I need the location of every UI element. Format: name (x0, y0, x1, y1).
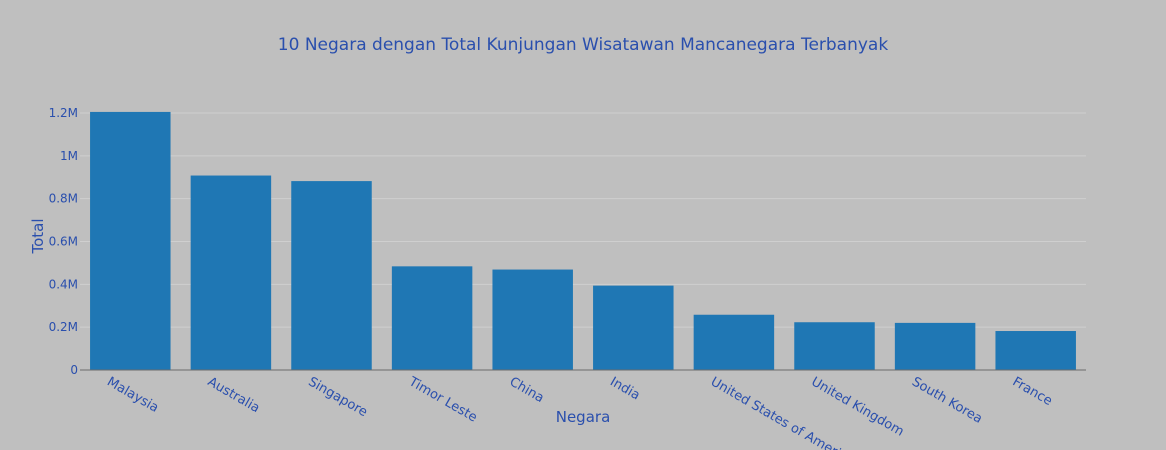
x-tick-label: France (1010, 374, 1055, 409)
x-tick-label: India (607, 374, 642, 403)
x-tick-label: China (507, 374, 547, 406)
bar (894, 322, 976, 370)
y-tick-label: 1M (60, 149, 78, 163)
x-tick-label: Malaysia (104, 374, 161, 415)
bar (391, 266, 473, 370)
y-axis-ticks: 0 0.2M 0.4M 0.6M 0.8M 1M 1.2M (49, 106, 78, 377)
bar (291, 181, 372, 370)
chart-title: 10 Negara dengan Total Kunjungan Wisataw… (278, 35, 889, 55)
y-tick-label: 0.6M (49, 234, 78, 248)
x-tick-label: Timor Leste (405, 374, 479, 426)
bar (190, 175, 272, 370)
bar (693, 314, 775, 370)
x-axis-label: Negara (556, 408, 611, 426)
x-tick-label: Australia (205, 374, 262, 416)
y-tick-label: 0 (70, 363, 78, 377)
bars (90, 111, 1076, 370)
x-tick-label: South Korea (909, 374, 985, 426)
x-tick-label: Singapore (306, 374, 370, 420)
bar (593, 285, 674, 370)
y-tick-label: 0.2M (49, 320, 78, 334)
y-tick-label: 1.2M (49, 106, 78, 120)
bar (492, 269, 573, 370)
y-tick-label: 0.8M (49, 192, 78, 206)
bar (794, 322, 875, 370)
y-axis-label: Total (29, 218, 47, 254)
x-tick-label: United Kingdom (809, 374, 907, 439)
bar (995, 331, 1076, 370)
bar (90, 111, 171, 370)
y-tick-label: 0.4M (49, 277, 78, 291)
